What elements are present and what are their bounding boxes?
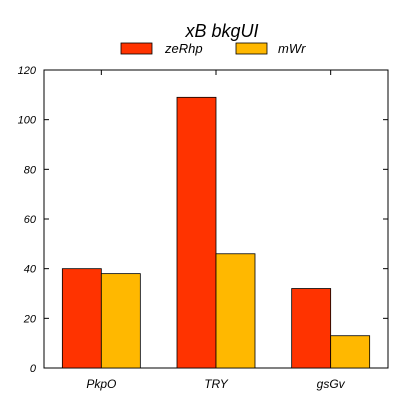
y-tick-label-5: 100 bbox=[18, 115, 37, 127]
legend-label-1: mWr bbox=[278, 41, 306, 56]
legend-entry-0: zeRhp bbox=[120, 41, 203, 56]
y-tick-label-4: 80 bbox=[24, 164, 37, 176]
legend-label-0: zeRhp bbox=[164, 41, 203, 56]
bar-zeRhp-PkpO bbox=[61, 268, 102, 369]
y-axis: 0 20 40 60 80 100 120 bbox=[18, 65, 388, 375]
y-tick-label-2: 40 bbox=[24, 264, 37, 276]
y-tick-label-3: 60 bbox=[24, 214, 37, 226]
legend-entry-1: mWr bbox=[235, 41, 306, 56]
category-label-1: TRY bbox=[204, 377, 229, 391]
x-axis: PkpO TRY gsGv bbox=[86, 70, 346, 391]
legend: zeRhp mWr bbox=[120, 41, 306, 56]
bars-group bbox=[61, 96, 371, 369]
legend-swatch-1 bbox=[235, 42, 268, 55]
y-tick-label-6: 120 bbox=[18, 65, 37, 77]
y-tick-label-1: 20 bbox=[23, 313, 37, 325]
y-tick-label-0: 0 bbox=[30, 363, 37, 375]
bar-mWr-PkpO bbox=[100, 273, 141, 369]
category-label-2: gsGv bbox=[317, 377, 346, 391]
category-label-0: PkpO bbox=[86, 377, 116, 391]
chart-title: xB bkgUI bbox=[184, 21, 258, 41]
bar-mWr-TRY bbox=[215, 253, 256, 369]
bar-mWr-gsGv bbox=[330, 335, 371, 369]
bar-zeRhp-gsGv bbox=[291, 288, 332, 369]
legend-swatch-0 bbox=[120, 42, 153, 55]
bar-zeRhp-TRY bbox=[176, 96, 217, 369]
